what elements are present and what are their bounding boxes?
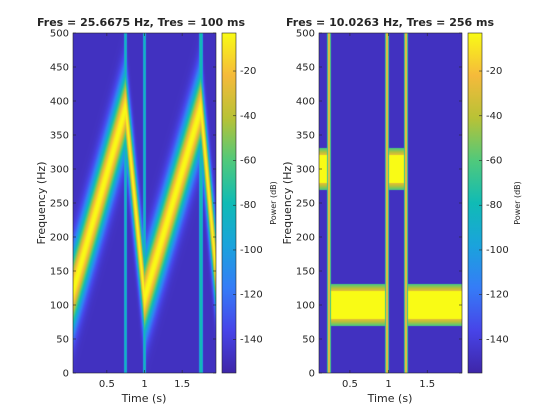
y-tick-label: 0 — [309, 369, 315, 380]
panel-1-ylabel: Frequency (Hz) — [35, 162, 48, 245]
panel-1-colorbar — [222, 33, 236, 373]
colorbar-tick-label: -120 — [240, 290, 263, 301]
x-tick-label: 0.5 — [342, 379, 358, 390]
panel-1-colorbar-label: Power (dB) — [269, 181, 278, 225]
y-tick-label: 500 — [296, 29, 315, 40]
y-tick-label: 400 — [50, 97, 69, 108]
y-tick-label: 250 — [296, 199, 315, 210]
panel-2-title: Fres = 10.0263 Hz, Tres = 256 ms — [286, 16, 495, 29]
panel-1-colorbar-frame — [221, 32, 237, 374]
y-tick-label: 300 — [296, 165, 315, 176]
y-tick-label: 0 — [63, 369, 69, 380]
panel-2-colorbar — [468, 33, 482, 373]
colorbar-tick-label: -140 — [486, 334, 509, 345]
y-tick-label: 450 — [296, 63, 315, 74]
y-tick-label: 250 — [50, 199, 69, 210]
panel-1-ticks: 0.5 1 1.5 0 50 100 150 200 250 300 350 400 450 500 — [50, 29, 216, 390]
y-tick-label: 150 — [296, 267, 315, 278]
colorbar-tick-label: -60 — [240, 156, 256, 167]
y-tick-label: 150 — [50, 267, 69, 278]
y-tick-label: 100 — [50, 301, 69, 312]
panel-2-colorbar-label: Power (dB) — [513, 181, 522, 225]
panel-2-xlabel: Time (s) — [367, 392, 413, 405]
colorbar-tick-label: -40 — [240, 111, 256, 122]
x-tick-label: 1.5 — [174, 379, 190, 390]
colorbar-tick-label: -80 — [240, 200, 256, 211]
y-tick-label: 50 — [56, 335, 69, 346]
colorbar-tick-label: -20 — [240, 66, 256, 77]
spectrogram-panel-1: Fres = 25.6675 Hz, Tres = 100 ms 0.5 1 1.5… — [35, 16, 278, 405]
panel-2-colorbar-ticks: -20 -40 -60 -80 -100 -120 -140 — [479, 66, 509, 345]
x-tick-label: 1 — [385, 379, 391, 390]
y-tick-label: 350 — [50, 131, 69, 142]
colorbar-tick-label: -20 — [486, 66, 502, 77]
panel-2-ticks: 0.5 1 1.5 0 50 100 150 200 250 300 350 400 450 500 — [296, 29, 462, 390]
x-tick-label: 1 — [141, 379, 147, 390]
y-tick-label: 300 — [50, 165, 69, 176]
x-tick-label: 1.5 — [419, 379, 435, 390]
y-tick-label: 400 — [296, 97, 315, 108]
colorbar-tick-label: -80 — [486, 200, 502, 211]
panel-1-title: Fres = 25.6675 Hz, Tres = 100 ms — [37, 16, 246, 29]
colorbar-tick-label: -100 — [486, 245, 509, 256]
panel-2-spectrogram-image — [319, 33, 462, 373]
panel-1-spectrogram-image — [73, 33, 216, 373]
y-tick-label: 100 — [296, 301, 315, 312]
y-tick-label: 350 — [296, 131, 315, 142]
y-tick-label: 50 — [302, 335, 315, 346]
colorbar-tick-label: -100 — [240, 245, 263, 256]
y-tick-label: 200 — [296, 233, 315, 244]
y-tick-label: 450 — [50, 63, 69, 74]
colorbar-tick-label: -140 — [240, 334, 263, 345]
panel-1-colorbar-ticks: -20 -40 -60 -80 -100 -120 -140 — [233, 66, 263, 345]
panel-2-ylabel: Frequency (Hz) — [281, 162, 294, 245]
y-tick-label: 200 — [50, 233, 69, 244]
spectrogram-panel-2: Fres = 10.0263 Hz, Tres = 256 ms 0.5 1 1.5… — [281, 16, 522, 405]
y-tick-label: 500 — [50, 29, 69, 40]
panel-2-colorbar-frame — [467, 32, 483, 374]
colorbar-tick-label: -40 — [486, 111, 502, 122]
panel-1-xlabel: Time (s) — [121, 392, 167, 405]
x-tick-label: 0.5 — [99, 379, 115, 390]
colorbar-tick-label: -60 — [486, 156, 502, 167]
colorbar-tick-label: -120 — [486, 290, 509, 301]
